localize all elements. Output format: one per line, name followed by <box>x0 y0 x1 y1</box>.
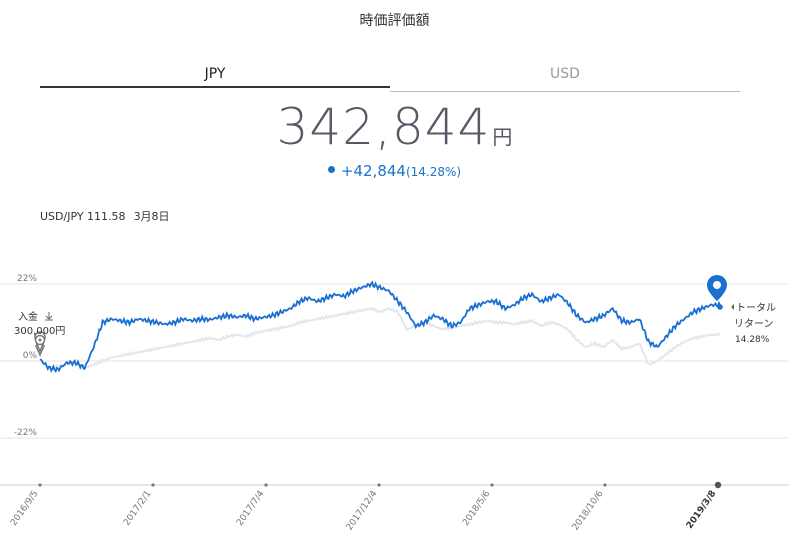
fx-rate: USD/JPY 111.58 3月8日 <box>40 208 170 224</box>
current-point <box>717 304 723 310</box>
valuation-amount: 342,844 <box>276 98 491 156</box>
deposit-label: 入金 <box>18 310 38 323</box>
deposit-amount: 300,000円 <box>14 326 65 337</box>
currency-tabs: JPY USD <box>40 62 740 92</box>
x-tick-label: 2018/5/6 <box>461 489 493 528</box>
x-tick-label: 2016/9/5 <box>9 489 40 528</box>
y-tick-label: 22% <box>17 274 37 284</box>
x-tick-label: 2017/12/4 <box>345 489 380 533</box>
portfolio-line <box>39 280 721 373</box>
deposit-marker[interactable] <box>34 331 46 357</box>
x-tick-dot <box>714 481 722 489</box>
x-tick-dot <box>603 483 607 487</box>
y-tick-label: -22% <box>14 428 38 438</box>
x-tick-label: 2018/10/6 <box>571 489 606 533</box>
fx-date: 3月8日 <box>133 210 170 223</box>
change-amount: +42,844 <box>340 162 406 180</box>
caret-left-icon <box>731 304 734 310</box>
current-location-pin-icon[interactable] <box>707 275 727 301</box>
page-title: 時価評価額 <box>359 13 430 29</box>
chart-grid <box>0 283 789 439</box>
tab-usd[interactable]: USD <box>390 62 740 92</box>
benchmark-line <box>39 306 721 371</box>
x-tick-label: 2019/3/8 <box>685 489 719 531</box>
chart-y-axis: 22% 0% -22% <box>14 274 38 438</box>
x-tick-dot <box>490 483 494 487</box>
tab-jpy[interactable]: JPY <box>40 62 390 88</box>
return-label-line1: トータル <box>736 302 776 314</box>
x-tick-dot <box>151 483 155 487</box>
y-tick-label: 0% <box>23 351 38 361</box>
x-tick-dot <box>264 483 268 487</box>
change-percent: (14.28%) <box>405 165 462 179</box>
x-tick-label: 2017/2/1 <box>122 489 153 528</box>
x-tick-dot <box>377 483 381 487</box>
valuation-unit: 円 <box>492 125 513 149</box>
download-icon <box>45 312 53 321</box>
x-tick-label: 2017/7/4 <box>235 489 267 528</box>
fx-pair: USD/JPY 111.58 <box>40 210 126 223</box>
valuation-display: 342,844 円 <box>0 98 789 156</box>
change-display: +42,844(14.28%) <box>0 162 789 180</box>
return-label-line2: リターン <box>734 318 774 330</box>
x-tick-dot <box>38 483 42 487</box>
change-dot-icon <box>327 166 335 173</box>
return-percent: 14.28% <box>735 335 770 345</box>
chart-x-axis: 2016/9/5 2017/2/1 2017/7/4 2017/12/4 2018/5/… <box>9 481 722 533</box>
